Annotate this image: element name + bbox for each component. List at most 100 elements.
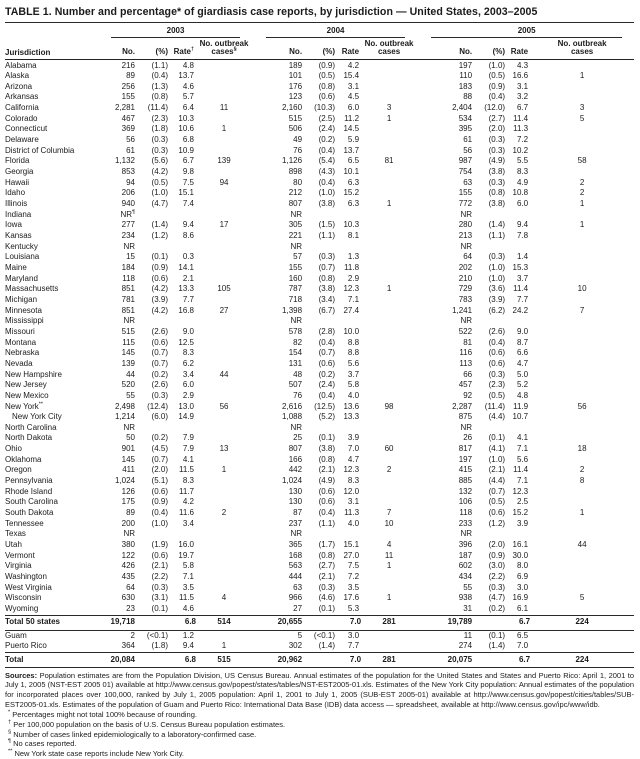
- value-cell: [196, 423, 252, 434]
- value-cell: 110: [459, 71, 473, 81]
- value-cell: (6.0): [151, 412, 168, 422]
- value-cell: 145: [121, 454, 135, 464]
- value-cell: 187: [458, 550, 473, 560]
- value-cell: (3.6): [488, 284, 506, 294]
- value-cell: [530, 359, 634, 370]
- value-cell: (0.6): [151, 486, 168, 496]
- value-cell: [530, 146, 634, 157]
- value-cell: 10: [384, 518, 394, 528]
- table-row: Ohio 901 (4.5) 7.9 13 807 (3.8) 7.0 60 817 (4.1) 7.…: [5, 444, 634, 455]
- value-cell: [530, 316, 634, 327]
- value-cell: (6.2): [488, 305, 506, 315]
- value-cell: 98: [384, 401, 394, 411]
- value-cell: 2.5: [516, 497, 529, 507]
- value-cell: 1: [221, 465, 227, 475]
- value-cell: [361, 380, 417, 391]
- column-header: Rate: [335, 37, 362, 61]
- value-cell: 105: [217, 284, 231, 294]
- table-row: Puerto Rico 364 (1.8) 9.4 1 302 (1.4) 7.7 274 (1.…: [5, 641, 634, 652]
- value-cell: (0.3): [488, 582, 506, 592]
- value-cell: 2: [221, 508, 227, 518]
- value-cell: 221: [288, 231, 303, 240]
- value-cell: 5: [297, 630, 303, 640]
- value-cell: [361, 167, 417, 178]
- value-cell: (0.6): [318, 358, 336, 368]
- value-cell: [302, 316, 335, 327]
- value-cell: [505, 423, 530, 434]
- value-cell: 1,126: [282, 156, 303, 166]
- value-cell: [361, 124, 417, 135]
- jurisdiction-cell: Missouri: [5, 326, 35, 336]
- value-cell: 123: [288, 92, 303, 102]
- value-cell: 7.8: [516, 231, 529, 240]
- value-cell: [361, 252, 417, 263]
- value-cell: 118: [459, 508, 473, 518]
- value-cell: 7: [386, 508, 392, 518]
- value-cell: (1.8): [151, 641, 168, 651]
- value-cell: [361, 433, 417, 444]
- value-cell: (0.7): [151, 348, 168, 358]
- value-cell: [196, 92, 252, 103]
- value-cell: 154: [288, 348, 303, 358]
- value-cell: 729: [458, 284, 473, 294]
- value-cell: (5.2): [318, 412, 336, 422]
- value-cell: 395: [458, 124, 473, 134]
- table-row: Nebraska 145 (0.7) 8.3 154 (0.7) 8.8 116 (0.6) 6.…: [5, 348, 634, 359]
- value-cell: 6.5: [516, 630, 529, 640]
- value-cell: 3.0: [516, 582, 529, 592]
- value-cell: 66: [463, 369, 473, 379]
- value-cell: 4.2: [182, 497, 194, 507]
- value-cell: 1: [221, 641, 227, 651]
- value-cell: 200: [121, 518, 135, 528]
- value-cell: (0.6): [318, 92, 336, 102]
- value-cell: (2.6): [151, 380, 168, 390]
- table-row: Rhode Island 126 (0.6) 11.7 130 (0.6) 12.0 132 (…: [5, 487, 634, 498]
- value-cell: 6.0: [347, 103, 360, 113]
- value-cell: [530, 252, 634, 263]
- value-cell: 31: [463, 603, 473, 613]
- value-cell: 63: [463, 177, 473, 187]
- value-cell: [196, 412, 252, 423]
- value-cell: 76: [293, 390, 303, 400]
- value-cell: 4.8: [182, 60, 194, 70]
- value-cell: [135, 614, 168, 631]
- value-cell: 2,498: [114, 401, 135, 411]
- value-cell: (6.7): [318, 305, 336, 315]
- value-cell: 126: [121, 486, 135, 496]
- value-cell: NR¶: [120, 209, 135, 219]
- value-cell: [361, 412, 417, 423]
- value-cell: 515: [196, 651, 253, 668]
- value-cell: 175: [121, 497, 135, 507]
- column-header: No.: [252, 37, 303, 61]
- value-cell: (0.6): [151, 550, 168, 560]
- value-cell: NR: [123, 422, 135, 432]
- value-cell: (0.6): [488, 358, 506, 368]
- value-cell: 7.1: [347, 294, 360, 304]
- value-cell: 3: [386, 103, 392, 113]
- value-cell: 6.8: [182, 135, 194, 145]
- value-cell: 563: [288, 561, 303, 571]
- value-cell: (4.7): [151, 199, 168, 209]
- value-cell: 2,160: [282, 103, 303, 113]
- value-cell: [530, 60, 634, 71]
- value-cell: 234: [121, 231, 135, 240]
- value-cell: (0.4): [318, 390, 336, 400]
- value-cell: 6.3: [347, 177, 360, 187]
- value-cell: 3.4: [182, 369, 194, 379]
- value-cell: [361, 295, 417, 306]
- jurisdiction-cell: Ohio: [5, 444, 22, 454]
- value-cell: (1.8): [151, 124, 168, 134]
- value-cell: [472, 423, 505, 434]
- value-cell: [196, 380, 252, 391]
- value-cell: 718: [288, 294, 303, 304]
- value-cell: (1.0): [318, 188, 336, 198]
- value-cell: [530, 572, 634, 583]
- value-cell: 938: [458, 593, 473, 603]
- value-cell: [361, 476, 417, 487]
- value-cell: 7.1: [516, 444, 529, 454]
- value-cell: 11.8: [344, 262, 360, 272]
- value-cell: (0.4): [488, 337, 506, 347]
- jurisdiction-cell: Pennsylvania: [5, 476, 53, 486]
- value-cell: 369: [121, 124, 135, 134]
- value-cell: [530, 487, 634, 498]
